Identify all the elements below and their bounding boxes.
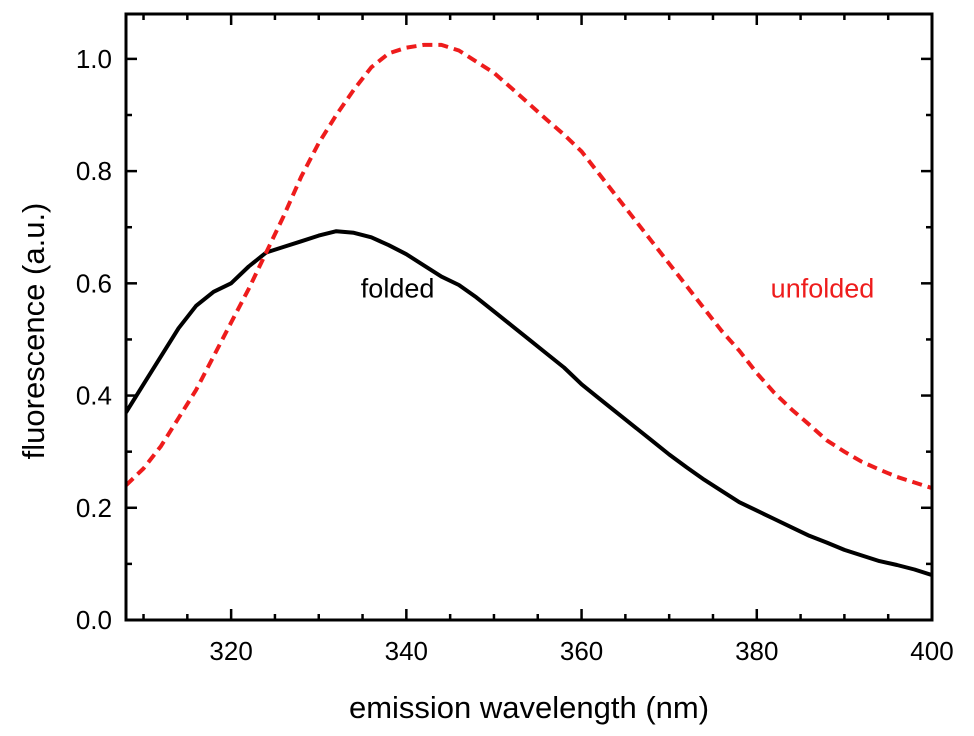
y-tick-label: 0.8 (76, 156, 112, 186)
y-tick-label: 0.4 (76, 381, 112, 411)
series-labels: folded unfolded (361, 273, 874, 303)
tick-labels: 320 340 360 380 400 0.0 0.2 0.4 0.6 0.8 1.0 (76, 44, 954, 666)
x-tick-label: 380 (735, 636, 778, 666)
x-axis-title: emission wavelength (nm) (349, 690, 709, 725)
series-label-unfolded: unfolded (771, 273, 875, 303)
plot-frame (124, 12, 934, 622)
x-tick-label: 320 (209, 636, 252, 666)
series-line-folded (126, 229, 932, 578)
y-axis-title: fluorescence (a.u.) (16, 203, 51, 460)
series-line-unfolded (126, 42, 932, 491)
y-tick-label: 0.6 (76, 268, 112, 298)
x-tick-label: 360 (560, 636, 603, 666)
y-tick-label: 0.2 (76, 493, 112, 523)
series-label-folded: folded (361, 273, 435, 303)
x-tick-label: 340 (385, 636, 428, 666)
y-tick-label: 0.0 (76, 605, 112, 635)
x-tick-label: 400 (910, 636, 953, 666)
y-tick-label: 1.0 (76, 44, 112, 74)
plot-area (126, 42, 932, 578)
